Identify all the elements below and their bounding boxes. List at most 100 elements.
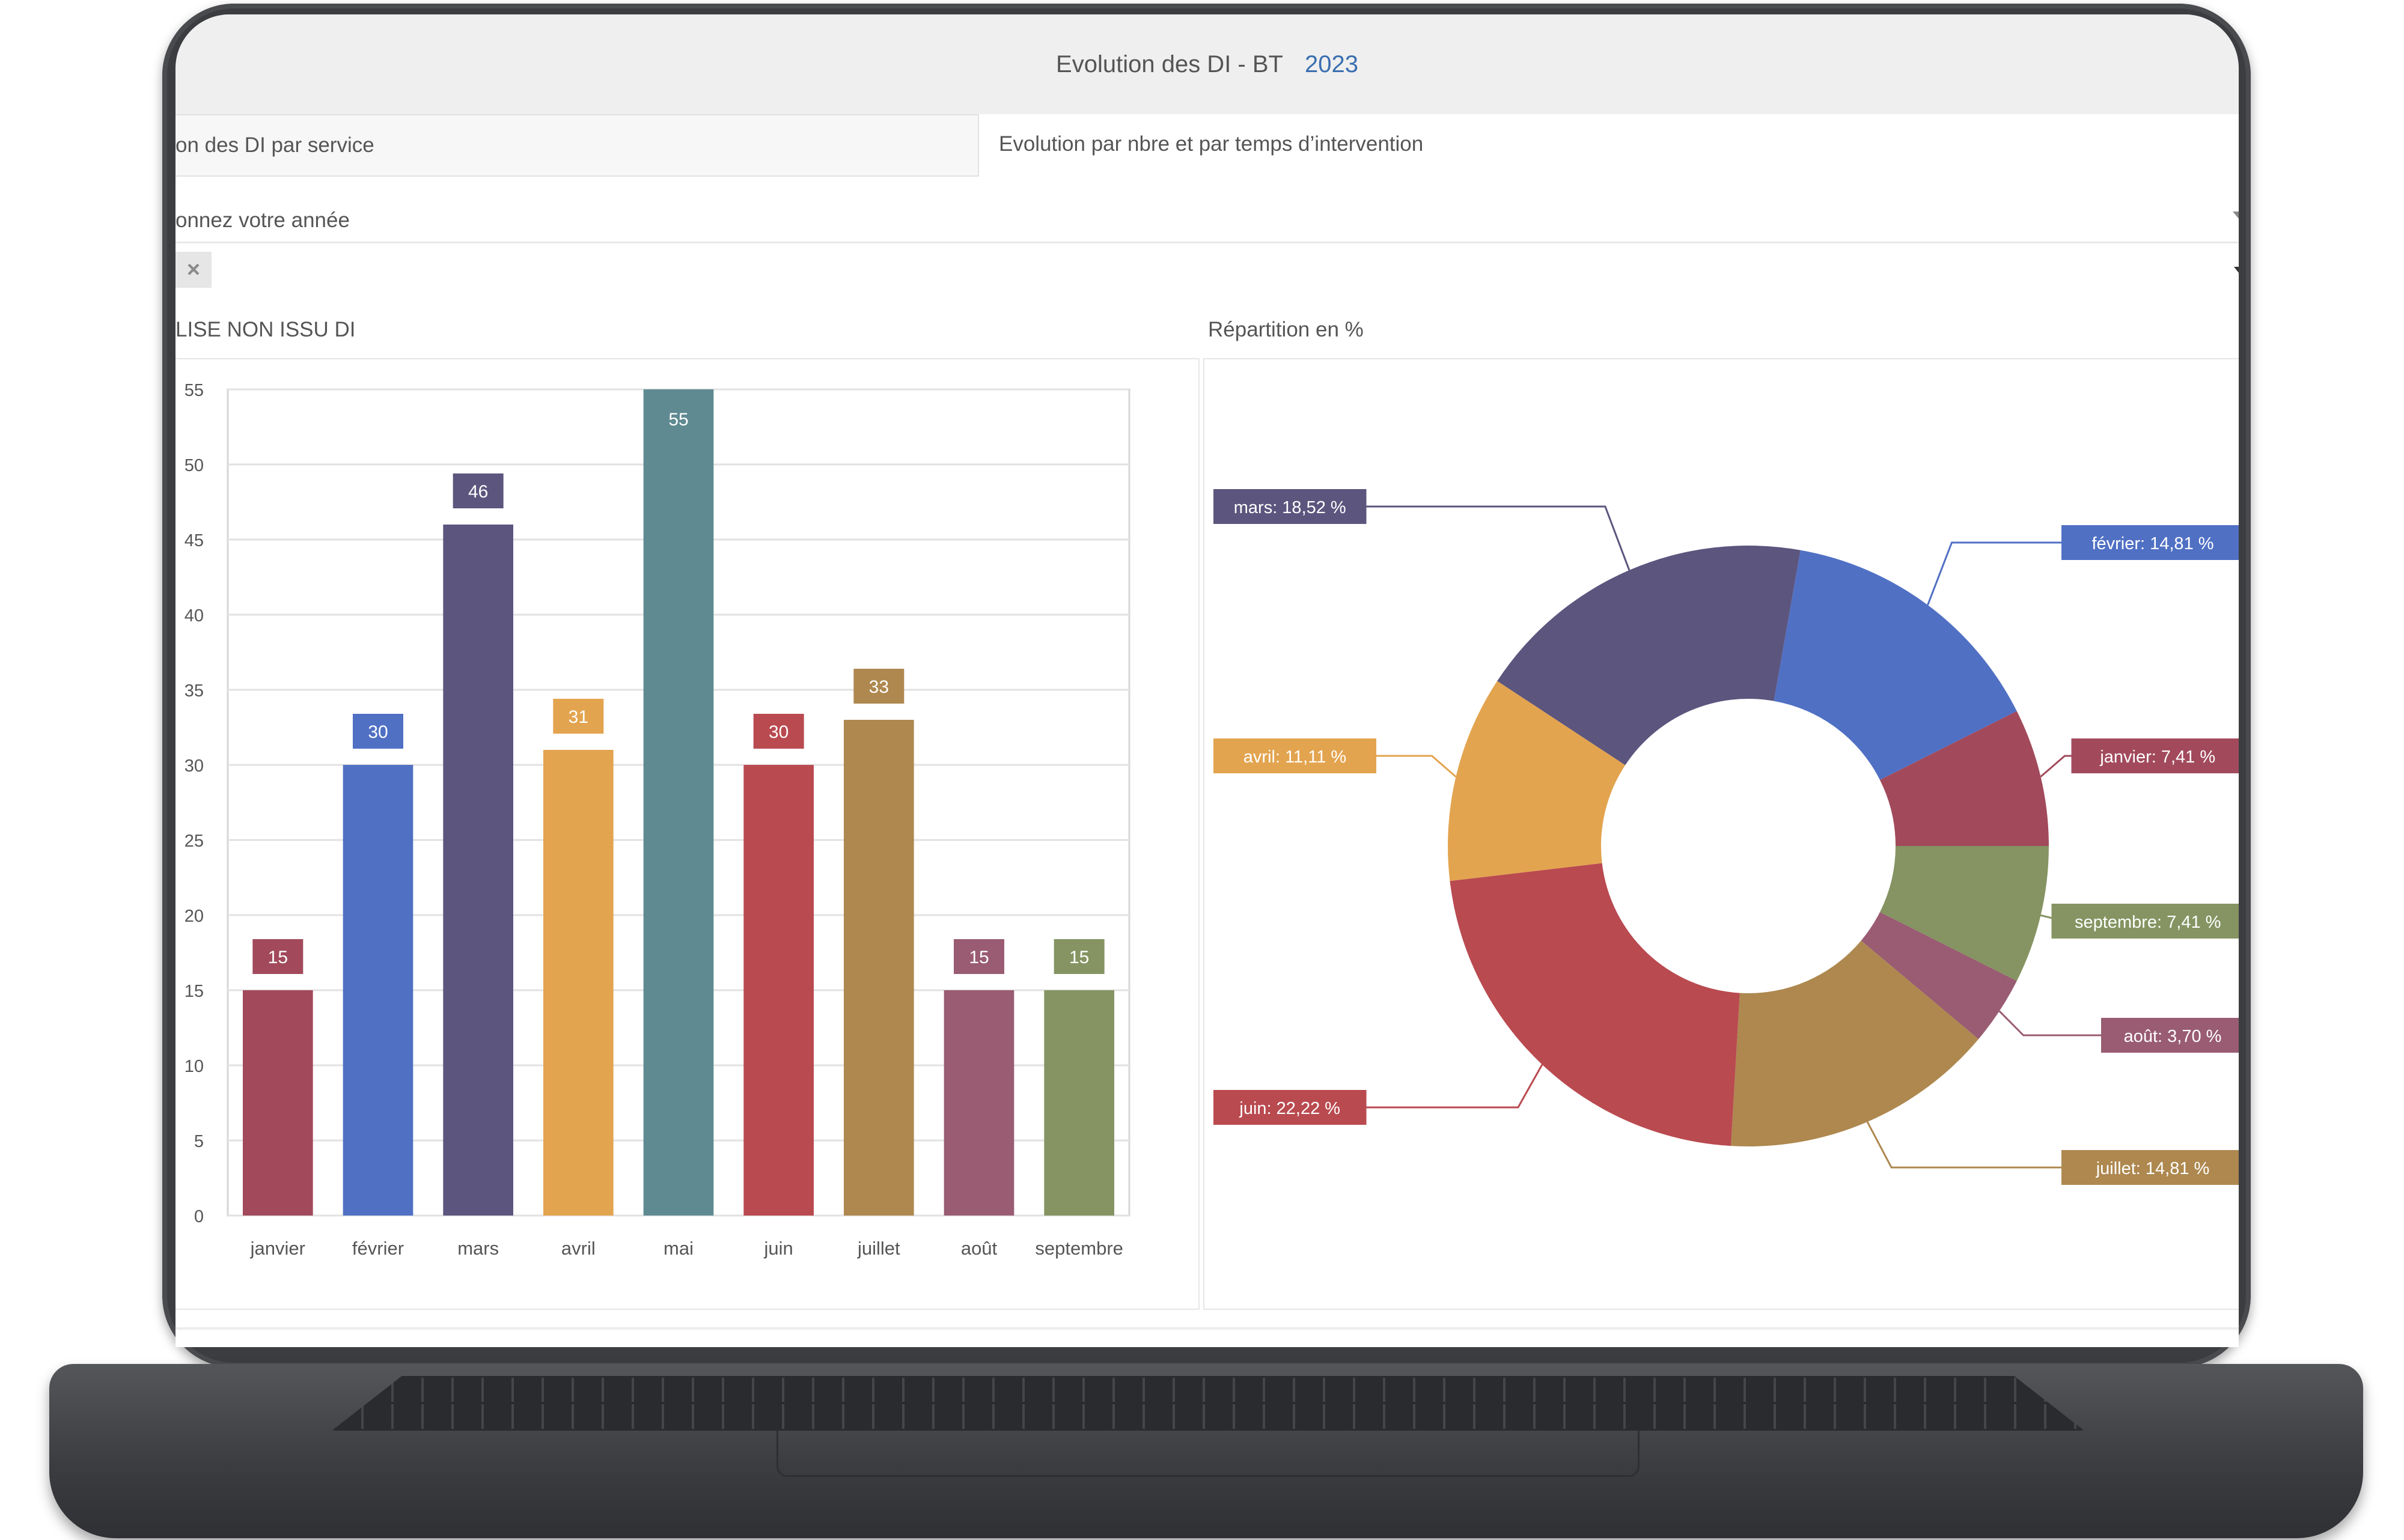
page-title: Evolution des DI - BT [1056, 50, 1283, 78]
bar-septembre [1044, 990, 1114, 1216]
slice-label-box [1213, 489, 1367, 524]
slice-label: février: 14,81 % [2091, 534, 2213, 553]
leader-line [1866, 1121, 2061, 1169]
x-tick-label: août [961, 1238, 998, 1259]
slice-juin [1450, 863, 1740, 1146]
data-label: 30 [769, 722, 789, 742]
data-label-box [753, 714, 804, 749]
clear-filter-button[interactable]: × [175, 252, 212, 288]
pie-chart-panel: février: 14,81 % janvier: 7,41 % septembre… [1203, 358, 2239, 1310]
y-tick-label: 10 [185, 1057, 204, 1076]
slice-label-box [1213, 1090, 1367, 1125]
bar-avril [543, 750, 614, 1216]
y-tick-label: 0 [194, 1207, 204, 1226]
leader-line [2040, 755, 2072, 778]
y-tick-label: 40 [185, 606, 204, 625]
x-tick-label: février [352, 1238, 404, 1259]
leader-line [1927, 541, 2061, 606]
slice-label-box [2071, 738, 2239, 773]
laptop-base [49, 1364, 2363, 1538]
slice-septembre [1879, 846, 2049, 981]
slice-label-box [2051, 904, 2239, 939]
x-tick-label: juillet [857, 1238, 900, 1259]
slice-août [1861, 912, 2017, 1039]
dashboard-header: Evolution des DI - BT 2023 [175, 14, 2239, 114]
y-tick-label: 5 [194, 1132, 204, 1151]
x-tick-label: septembre [1035, 1238, 1123, 1259]
data-label: 15 [268, 948, 288, 967]
y-tick-label: 55 [185, 381, 204, 400]
filter-row: × [175, 249, 2239, 291]
x-tick-label: avril [561, 1238, 596, 1259]
leader-line [1998, 1010, 2101, 1036]
bar-août [944, 990, 1014, 1216]
laptop-keyboard [332, 1376, 2084, 1431]
data-label: 31 [569, 707, 588, 727]
slice-label: août: 3,70 % [2124, 1027, 2222, 1046]
y-tick-label: 15 [185, 982, 204, 1001]
y-tick-label: 45 [185, 531, 204, 550]
y-tick-label: 30 [185, 756, 204, 776]
x-tick-label: mars [457, 1238, 499, 1259]
screen: Evolution des DI - BT 2023 on des DI par… [175, 14, 2239, 1347]
slice-label-box [2061, 525, 2239, 560]
data-label-box [553, 699, 604, 734]
bar-juillet [844, 720, 914, 1216]
slice-label: juin: 22,22 % [1239, 1099, 1340, 1118]
slice-label: juillet: 14,81 % [2096, 1159, 2210, 1178]
bar-mars [443, 525, 513, 1216]
slice-juillet [1731, 940, 1979, 1146]
pie-panel-title: Répartition en % [1208, 318, 1364, 341]
leader-line [1366, 505, 1631, 571]
divider [175, 1327, 2239, 1330]
leader-line [1366, 1064, 1543, 1109]
data-label-box [954, 939, 1004, 974]
y-tick-label: 50 [185, 456, 204, 475]
chevron-down-icon[interactable] [2233, 212, 2239, 219]
data-label: 55 [668, 410, 688, 430]
year-select-placeholder: onnez votre année [175, 208, 350, 232]
bar-février [343, 765, 413, 1216]
data-label: 15 [969, 948, 989, 967]
year-link[interactable]: 2023 [1304, 50, 1358, 78]
year-select[interactable]: onnez votre année [175, 181, 2239, 243]
x-tick-label: janvier [250, 1238, 305, 1259]
y-tick-label: 35 [185, 681, 204, 701]
tab-service[interactable]: on des DI par service [175, 114, 979, 177]
slice-label: janvier: 7,41 % [2099, 747, 2215, 767]
slice-janvier [1879, 711, 2049, 846]
slice-label: avril: 11,11 % [1243, 747, 1346, 767]
slice-mars [1497, 546, 1801, 765]
y-tick-label: 20 [185, 907, 204, 926]
slice-label: septembre: 7,41 % [2075, 913, 2221, 932]
x-tick-label: mai [664, 1238, 694, 1259]
pie-chart: février: 14,81 % janvier: 7,41 % septembre… [1213, 489, 2239, 1185]
slice-label-box [2061, 1150, 2239, 1185]
slice-label-box [2101, 1018, 2239, 1053]
chevron-down-icon[interactable] [2234, 267, 2239, 273]
leader-line [1376, 755, 1457, 778]
bar-chart: 0 5 10 15 20 25 30 35 40 45 50 55 15 janvier 30 février… [185, 381, 1130, 1259]
data-label-box [1054, 939, 1105, 974]
data-label-box [252, 939, 304, 974]
data-label: 15 [1069, 948, 1089, 967]
bar-janvier [243, 990, 313, 1216]
tab-intervention[interactable]: Evolution par nbre et par temps d’interv… [999, 132, 1424, 156]
data-label: 33 [869, 677, 889, 697]
laptop-trackpad [776, 1430, 1640, 1477]
data-label: 46 [468, 482, 488, 502]
tab-bar: on des DI par service Evolution par nbre… [175, 114, 2239, 181]
bar-panel-title: LISE NON ISSU DI [175, 318, 356, 341]
slice-février [1774, 550, 2017, 780]
slice-label: mars: 18,52 % [1234, 498, 1346, 517]
bar-mai [643, 389, 714, 1216]
slice-label-box [1213, 738, 1376, 773]
y-tick-label: 25 [185, 832, 204, 851]
bar-juin [743, 765, 814, 1216]
data-label-box [353, 714, 403, 749]
x-tick-label: juin [764, 1238, 793, 1259]
data-label-box [853, 669, 905, 704]
bar-chart-panel: 0 5 10 15 20 25 30 35 40 45 50 55 15 janvier 30 février… [175, 358, 1200, 1310]
data-label-box [453, 473, 504, 508]
data-label: 30 [368, 722, 388, 742]
